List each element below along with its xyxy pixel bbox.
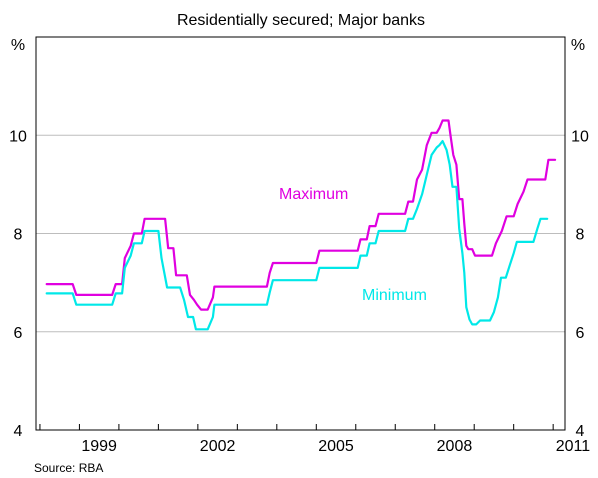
x-tick-label: 1999 [81, 438, 117, 455]
x-axis-ticks [39, 424, 554, 430]
y-tick-label-left: 4 [14, 423, 23, 440]
series-lines [45, 119, 557, 331]
y-tick-label-right: 4 [576, 423, 585, 440]
y-tick-label-left: 6 [14, 325, 23, 342]
x-tick-label: 2008 [437, 438, 473, 455]
x-tick-label: 2011 [556, 438, 591, 455]
y-tick-label-right: 6 [576, 325, 585, 342]
series-line-minimum [45, 140, 549, 331]
x-tick-label: 2002 [200, 438, 236, 455]
y-tick-label-right: 10 [571, 128, 589, 145]
y-tick-label-left: 8 [14, 227, 23, 244]
right-unit-label: % [571, 37, 585, 54]
y-tick-label-right: 8 [576, 227, 585, 244]
y-tick-label-left: 10 [9, 128, 27, 145]
x-tick-label: 2005 [318, 438, 354, 455]
series-label-minimum: Minimum [362, 287, 427, 304]
plot-frame [35, 36, 566, 431]
chart-title: Residentially secured; Major banks [177, 12, 425, 29]
source-note: Source: RBA [34, 461, 103, 475]
series-label-maximum: Maximum [279, 186, 348, 203]
series-line-maximum [45, 119, 557, 311]
gridlines [36, 134, 565, 333]
axis-tick-labels: 4 4 6 6 8 8 10 10 1999 2002 2005 2008 2011 [9, 128, 590, 455]
left-unit-label: % [11, 37, 25, 54]
